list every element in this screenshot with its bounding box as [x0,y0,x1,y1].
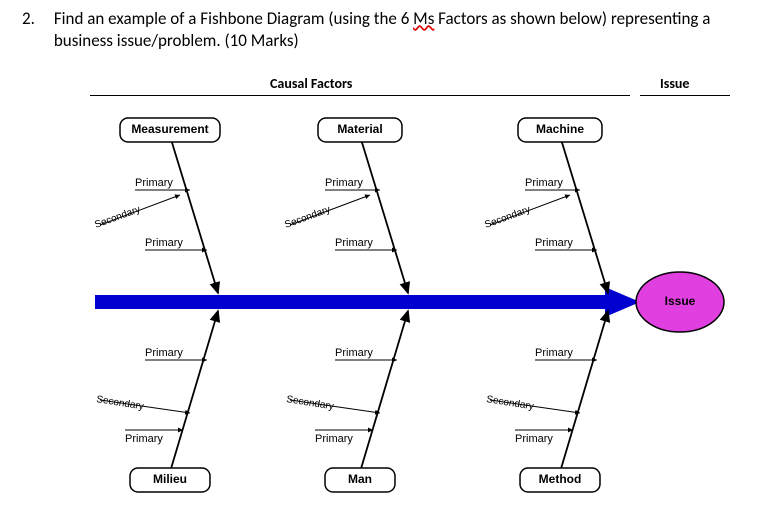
header-issue: Issue [660,75,689,92]
svg-text:Machine: Machine [536,122,584,136]
spellcheck-word: Ms [413,8,434,29]
svg-text:Primary: Primary [535,347,573,359]
bone-bottom-man: Man Primary Secondary Primary [286,311,408,492]
svg-text:Primary: Primary [135,177,173,189]
svg-text:Primary: Primary [325,177,363,189]
svg-text:Secondary: Secondary [93,204,142,231]
svg-text:Method: Method [539,472,582,486]
svg-text:Secondary: Secondary [486,394,535,412]
svg-text:Secondary: Secondary [483,204,532,231]
bone-top-measurement: Measurement Primary Secondary Primary [93,118,220,293]
bone-top-machine: Machine Primary Secondary Primary [483,118,608,293]
issue-label: Issue [665,294,696,308]
svg-text:Material: Material [337,122,382,136]
svg-text:Secondary: Secondary [96,394,145,412]
header-rule-right [640,95,730,96]
fishbone-diagram: Causal Factors Issue Issue Measurement [40,70,740,505]
header-causal-factors: Causal Factors [270,75,352,92]
svg-text:Primary: Primary [335,237,373,249]
svg-text:Primary: Primary [335,347,373,359]
svg-text:Primary: Primary [525,177,563,189]
bone-bottom-milieu: Milieu Primary Secondary Primary [96,311,218,492]
svg-text:Measurement: Measurement [131,122,208,136]
svg-text:Primary: Primary [125,433,163,445]
bone-top-material: Material Primary Secondary Primary [283,118,408,293]
svg-text:Milieu: Milieu [153,472,187,486]
spine-arrow [95,287,640,317]
bone-bottom-method: Method Primary Secondary Primary [486,311,608,492]
question-body: Find an example of a Fishbone Diagram (u… [54,8,754,52]
svg-text:Secondary: Secondary [286,394,335,412]
question-text: 2. Find an example of a Fishbone Diagram… [22,8,766,52]
question-number: 2. [22,8,50,30]
svg-text:Primary: Primary [535,237,573,249]
svg-text:Primary: Primary [145,347,183,359]
svg-text:Primary: Primary [515,433,553,445]
svg-text:Primary: Primary [315,433,353,445]
svg-text:Secondary: Secondary [283,204,332,231]
svg-text:Man: Man [348,472,372,486]
header-rule-left [90,95,630,96]
svg-text:Primary: Primary [145,237,183,249]
fishbone-svg: Issue Measurement Primary Secondary Prim… [40,100,740,500]
